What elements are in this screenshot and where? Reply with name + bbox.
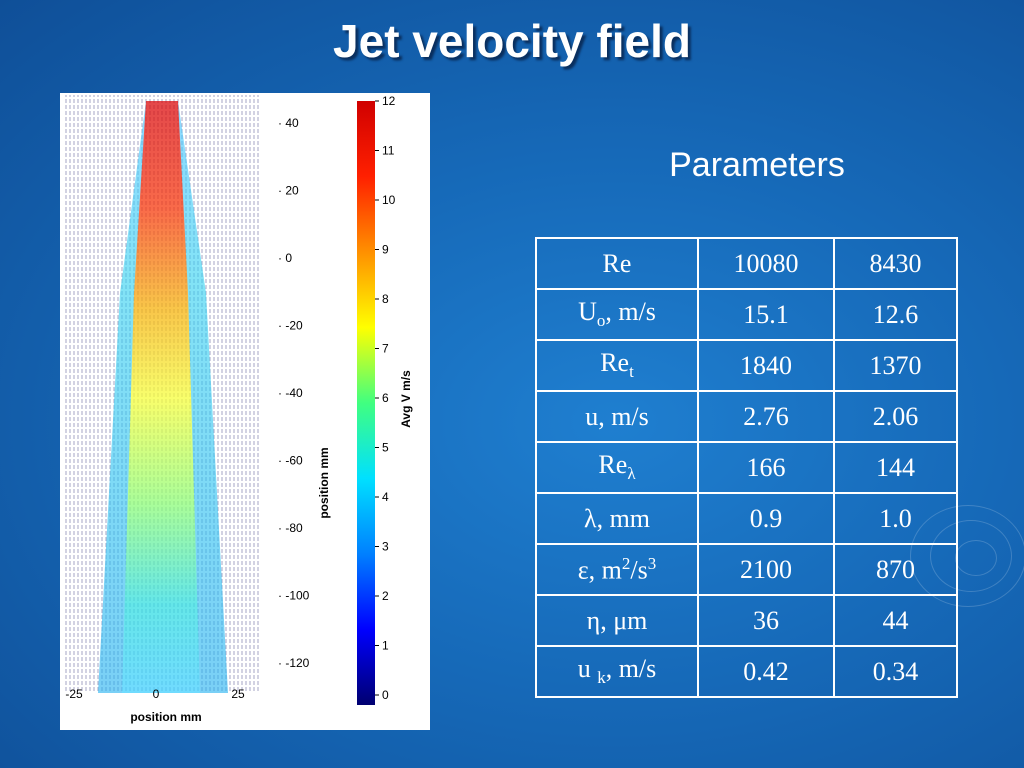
param-value-8430: 1370 <box>833 339 958 392</box>
y-axis-label: position mm <box>317 447 331 518</box>
vector-overlay <box>64 95 260 693</box>
param-value-10080: 166 <box>697 441 835 494</box>
colorbar-tick-label: 6 <box>382 391 389 405</box>
param-label: Ret <box>535 339 699 392</box>
param-value-8430: 44 <box>833 594 958 647</box>
param-label: Uo, m/s <box>535 288 699 341</box>
table-row: u k, m/s 0.42 0.34 <box>535 645 958 698</box>
colorbar-tick-label: 8 <box>382 292 389 306</box>
param-label: Re <box>535 237 699 290</box>
colorbar-tick-label: 2 <box>382 589 389 603</box>
colorbar-tick-label: 0 <box>382 688 389 702</box>
colorbar-label: Avg V m/s <box>399 370 413 428</box>
param-value-10080: 15.1 <box>697 288 835 341</box>
parameters-heading: Parameters <box>669 146 845 184</box>
velocity-field-figure: · 40 · 20 · 0 · -20 · -40 · -60 · -80 · -100 · -… <box>60 93 430 730</box>
param-value-8430: 8430 <box>833 237 958 290</box>
param-value-8430: 0.34 <box>833 645 958 698</box>
x-tick-label: 25 <box>231 687 245 701</box>
table-row: η, μm 36 44 <box>535 594 958 647</box>
param-value-8430: 2.06 <box>833 390 958 443</box>
colorbar-tick-label: 1 <box>382 639 389 653</box>
table-row: Ret 1840 1370 <box>535 339 958 392</box>
y-tick-label: · -40 <box>278 386 303 400</box>
y-tick-label: · 20 <box>278 184 299 198</box>
param-value-8430: 870 <box>833 543 958 596</box>
colorbar-tick-label: 12 <box>382 94 396 108</box>
param-value-10080: 2100 <box>697 543 835 596</box>
param-value-10080: 36 <box>697 594 835 647</box>
y-tick-label: · -100 <box>278 589 310 603</box>
colorbar <box>357 101 375 705</box>
param-label: u, m/s <box>535 390 699 443</box>
param-label: ε, m2/s3 <box>535 543 699 596</box>
param-value-10080: 0.9 <box>697 492 835 545</box>
x-tick-label: 0 <box>153 687 160 701</box>
y-tick-label: · -80 <box>278 521 303 535</box>
colorbar-tick-label: 10 <box>382 193 396 207</box>
table-row: Reλ 166 144 <box>535 441 958 494</box>
colorbar-tick-label: 5 <box>382 441 389 455</box>
colorbar-tick-label: 7 <box>382 342 389 356</box>
colorbar-tick-label: 3 <box>382 540 389 554</box>
velocity-field-plot: · 40 · 20 · 0 · -20 · -40 · -60 · -80 · -100 · -… <box>64 94 413 724</box>
colorbar-tick-label: 4 <box>382 490 389 504</box>
param-value-8430: 1.0 <box>833 492 958 545</box>
table-row: ε, m2/s3 2100 870 <box>535 543 958 596</box>
x-axis-label: position mm <box>130 710 201 724</box>
param-label: u k, m/s <box>535 645 699 698</box>
y-axis: · 40 · 20 · 0 · -20 · -40 · -60 · -80 · -100 · -… <box>278 116 310 670</box>
param-label: Reλ <box>535 441 699 494</box>
x-tick-label: -25 <box>65 687 83 701</box>
slide-title: Jet velocity field <box>333 15 691 67</box>
param-value-10080: 2.76 <box>697 390 835 443</box>
y-tick-label: · -60 <box>278 454 303 468</box>
param-value-8430: 144 <box>833 441 958 494</box>
param-label: λ, mm <box>535 492 699 545</box>
table-row: λ, mm 0.9 1.0 <box>535 492 958 545</box>
x-axis: -25 0 25 <box>65 687 245 701</box>
table-row: u, m/s 2.76 2.06 <box>535 390 958 443</box>
param-value-10080: 10080 <box>697 237 835 290</box>
colorbar-tick-label: 9 <box>382 243 389 257</box>
table-row: Uo, m/s 15.1 12.6 <box>535 288 958 341</box>
param-value-10080: 0.42 <box>697 645 835 698</box>
param-value-10080: 1840 <box>697 339 835 392</box>
y-tick-label: · 0 <box>278 251 292 265</box>
param-value-8430: 12.6 <box>833 288 958 341</box>
water-ripple <box>955 540 997 576</box>
table-row: Re 10080 8430 <box>535 237 958 290</box>
colorbar-tick-label: 11 <box>382 144 395 158</box>
parameters-table: Re 10080 8430 Uo, m/s 15.1 12.6 Ret 1840 1370 u, … <box>535 237 958 698</box>
y-tick-label: · -20 <box>278 319 303 333</box>
y-tick-label: · 40 <box>278 116 299 130</box>
y-tick-label: · -120 <box>278 656 310 670</box>
param-label: η, μm <box>535 594 699 647</box>
